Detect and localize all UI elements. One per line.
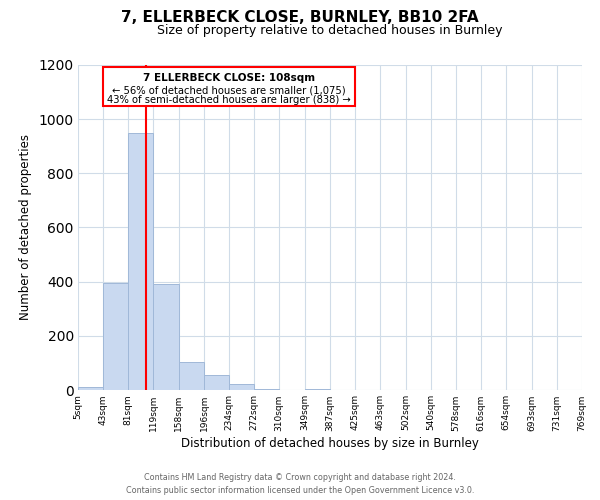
Bar <box>204 375 229 390</box>
Text: 7, ELLERBECK CLOSE, BURNLEY, BB10 2FA: 7, ELLERBECK CLOSE, BURNLEY, BB10 2FA <box>121 10 479 25</box>
Text: 43% of semi-detached houses are larger (838) →: 43% of semi-detached houses are larger (… <box>107 95 351 105</box>
Text: Contains HM Land Registry data © Crown copyright and database right 2024.
Contai: Contains HM Land Registry data © Crown c… <box>126 474 474 495</box>
X-axis label: Distribution of detached houses by size in Burnley: Distribution of detached houses by size … <box>181 438 479 450</box>
Bar <box>78 388 103 390</box>
FancyBboxPatch shape <box>103 67 355 106</box>
Title: Size of property relative to detached houses in Burnley: Size of property relative to detached ho… <box>157 24 503 38</box>
Bar <box>128 132 153 390</box>
Bar <box>229 384 254 390</box>
Bar <box>103 283 128 390</box>
Text: ← 56% of detached houses are smaller (1,075): ← 56% of detached houses are smaller (1,… <box>112 86 346 96</box>
Text: 7 ELLERBECK CLOSE: 108sqm: 7 ELLERBECK CLOSE: 108sqm <box>143 73 315 83</box>
Bar <box>305 388 330 390</box>
Bar <box>179 362 204 390</box>
Bar <box>254 388 279 390</box>
Bar <box>153 284 179 390</box>
Y-axis label: Number of detached properties: Number of detached properties <box>19 134 32 320</box>
